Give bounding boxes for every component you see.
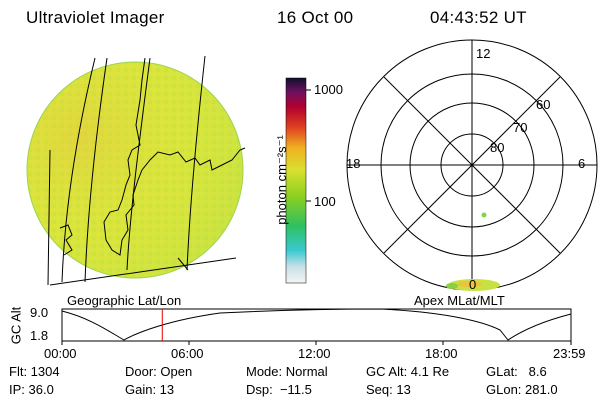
mlat-70-label: 70: [513, 120, 528, 135]
alt-tick-high: 9.0: [30, 305, 49, 320]
dsp-value: Dsp: −11.5: [246, 382, 312, 397]
instrument-title: Ultraviolet Imager: [26, 8, 165, 27]
altitude-curve: [61, 308, 572, 341]
time-tick: 23:59: [553, 346, 586, 361]
time-tick: 06:00: [171, 346, 204, 361]
mlat-60-label: 60: [536, 97, 551, 112]
observation-time: 04:43:52 UT: [430, 8, 527, 27]
mlt-12-label: 12: [476, 46, 491, 61]
colorbar-tick-1000: 1000: [314, 82, 343, 97]
mode-value: Mode: Normal: [246, 364, 328, 379]
alt-tick-low: 1.8: [30, 328, 49, 343]
observation-date: 16 Oct 00: [277, 8, 354, 27]
apex-label: Apex MLat/MLT: [414, 293, 505, 308]
mlt-18-label: 18: [346, 156, 361, 171]
glat-value: GLat: 8.6: [486, 364, 547, 379]
alt-axis-label: GC Alt: [8, 306, 24, 345]
mlt-0-label: 0: [469, 277, 477, 292]
time-tick: 12:00: [298, 346, 331, 361]
colorbar-unit-label: photon cm⁻²s⁻¹: [274, 135, 289, 225]
seq-value: Seq: 13: [366, 382, 411, 397]
earth-disk: [26, 61, 244, 279]
ip-value: IP: 36.0: [9, 382, 54, 397]
time-tick: 00:00: [44, 346, 77, 361]
flight-number: Flt: 1304: [9, 364, 60, 379]
mlat-80-label: 80: [490, 140, 505, 155]
glon-value: GLon: 281.0: [486, 382, 558, 397]
geographic-label: Geographic Lat/Lon: [67, 293, 182, 308]
mlt-6-label: 6: [578, 156, 586, 171]
time-tick: 18:00: [425, 346, 458, 361]
door-status: Door: Open: [125, 364, 193, 379]
colorbar-tick-100: 100: [314, 194, 336, 209]
gc-alt-value: GC Alt: 4.1 Re: [366, 364, 450, 379]
gain-value: Gain: 13: [125, 382, 175, 397]
